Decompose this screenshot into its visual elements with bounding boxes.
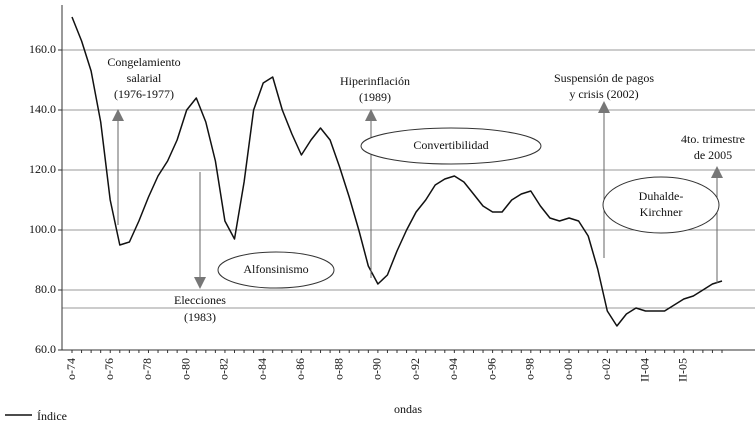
x-tick-label: II-04 xyxy=(637,358,651,382)
annotation-text: (1983) xyxy=(184,310,216,324)
annotation-text: (1976-1977) xyxy=(114,87,174,101)
x-tick-label: o-02 xyxy=(599,358,613,380)
annotation-text: de 2005 xyxy=(694,148,732,162)
x-tick-label: o-82 xyxy=(217,358,231,380)
x-tick-label: o-76 xyxy=(102,358,116,380)
x-tick-label: o-88 xyxy=(331,358,345,380)
period-ellipse xyxy=(217,251,335,289)
y-tick-label: 140.0 xyxy=(29,102,56,116)
x-tick-label: II-05 xyxy=(676,358,690,382)
annotation-text: Duhalde- xyxy=(639,189,684,203)
y-tick-label: 160.0 xyxy=(29,42,56,56)
arrow-head xyxy=(365,109,377,121)
x-tick-label: o-94 xyxy=(446,358,460,380)
arrow-head xyxy=(598,101,610,113)
x-tick-label: o-80 xyxy=(178,358,192,380)
annotation-text: Hiperinflación xyxy=(340,74,410,88)
x-tick-label: o-00 xyxy=(561,358,575,380)
plot-area: 60.0 80.0 100.0 120.0 140.0 160.0 o-74 o-76 o-78… xyxy=(29,5,755,382)
data-line xyxy=(71,16,723,327)
x-tick-label: o-74 xyxy=(64,358,78,380)
y-tick-label: 100.0 xyxy=(29,222,56,236)
period-ellipse xyxy=(360,127,542,165)
annotation-text: Suspensión de pagos xyxy=(554,71,654,85)
y-tick-label: 60.0 xyxy=(35,342,56,356)
arrow-head xyxy=(711,166,723,178)
annotation-text: salarial xyxy=(127,71,162,85)
period-ellipse xyxy=(602,176,720,234)
x-tick-label: o-86 xyxy=(293,358,307,380)
x-tick-label: o-96 xyxy=(484,358,498,380)
annotation-text: Congelamiento xyxy=(107,55,180,69)
annotation-text: Convertibilidad xyxy=(413,138,488,152)
annotation-text: Kirchner xyxy=(640,205,683,219)
annotation-text: y crisis (2002) xyxy=(569,87,638,101)
legend-label: Índice xyxy=(37,409,67,423)
y-tick-label: 120.0 xyxy=(29,162,56,176)
annotations: Congelamiento salarial (1976-1977) Elecc… xyxy=(107,55,745,324)
arrow-head xyxy=(194,277,206,289)
x-axis-label: ondas xyxy=(394,402,422,416)
x-tick-label: o-90 xyxy=(370,358,384,380)
annotation-text: (1989) xyxy=(359,90,391,104)
annotation-text: Elecciones xyxy=(174,293,226,307)
arrow-head xyxy=(112,109,124,121)
x-tick-label: o-92 xyxy=(408,358,422,380)
x-tick-label: o-98 xyxy=(523,358,537,380)
annotation-text: 4to. trimestre xyxy=(681,132,745,146)
annotation-text: Alfonsinismo xyxy=(243,262,308,276)
x-tick-label: o-78 xyxy=(140,358,154,380)
y-tick-label: 80.0 xyxy=(35,282,56,296)
x-tick-label: o-84 xyxy=(255,358,269,380)
